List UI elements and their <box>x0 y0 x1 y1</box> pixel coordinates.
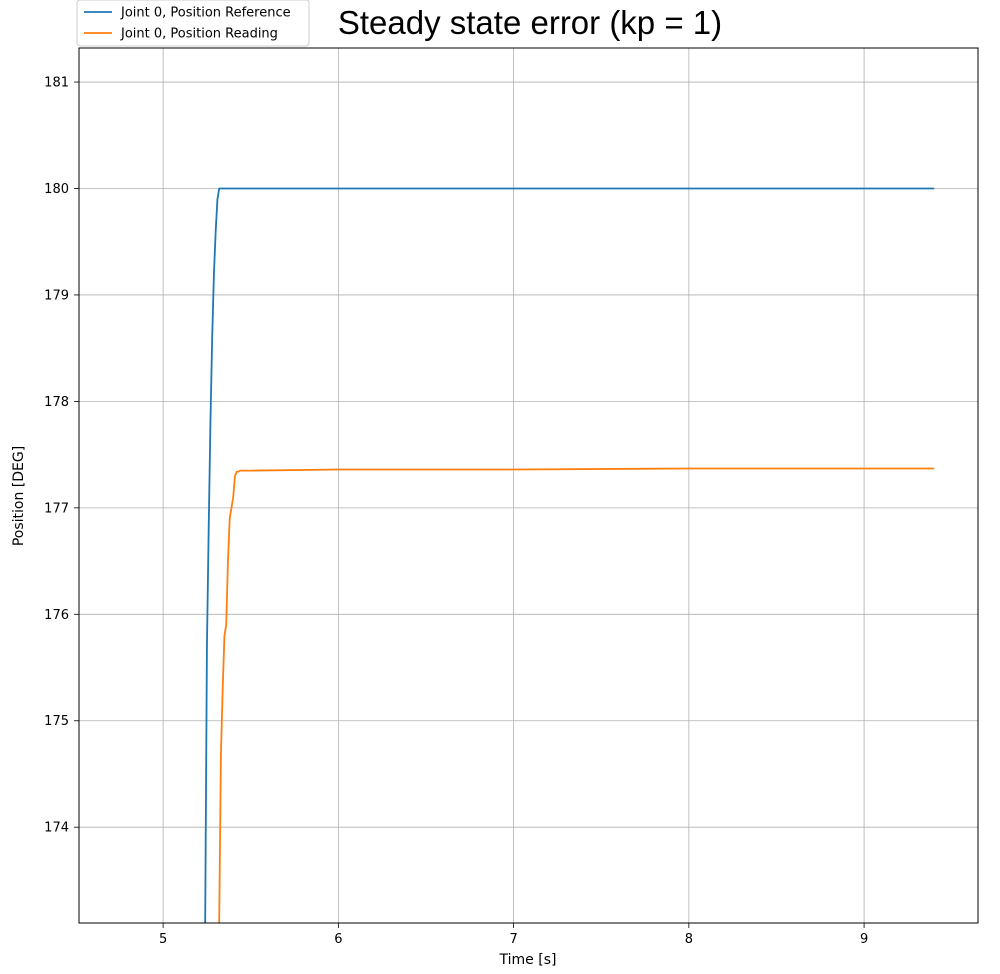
series-line-0 <box>204 187 935 923</box>
legend-box <box>76 0 310 47</box>
legend-label-0: Joint 0, Position Reference <box>120 6 291 21</box>
legend-label-1: Joint 0, Position Reading <box>120 27 278 42</box>
x-tick-label: 5 <box>159 932 167 947</box>
y-tick-label: 181 <box>44 76 69 91</box>
series-line-1 <box>218 467 935 923</box>
x-tick-label: 7 <box>509 932 517 947</box>
y-tick-label: 176 <box>44 608 69 623</box>
x-tick-label: 8 <box>685 932 693 947</box>
chart-title: Steady state error (kp = 1) <box>338 4 722 41</box>
y-tick-label: 178 <box>44 395 69 410</box>
y-axis-label: Position [DEG] <box>11 446 27 546</box>
plot-lines <box>204 187 935 923</box>
x-axis-label: Time [s] <box>499 952 557 968</box>
plot-frame <box>78 47 979 924</box>
y-tick-label: 180 <box>44 182 69 197</box>
y-tick-label: 175 <box>44 714 69 729</box>
x-tick-label: 6 <box>334 932 342 947</box>
y-tick-label: 179 <box>44 288 69 303</box>
legend: Joint 0, Position Reference Joint 0, Posi… <box>76 0 310 47</box>
x-tick-label: 9 <box>860 932 868 947</box>
y-tick-label: 174 <box>44 821 69 836</box>
ticks: 5 6 7 8 9 174 175 176 177 178 179 180 181 <box>44 76 868 947</box>
y-tick-label: 177 <box>44 501 69 516</box>
